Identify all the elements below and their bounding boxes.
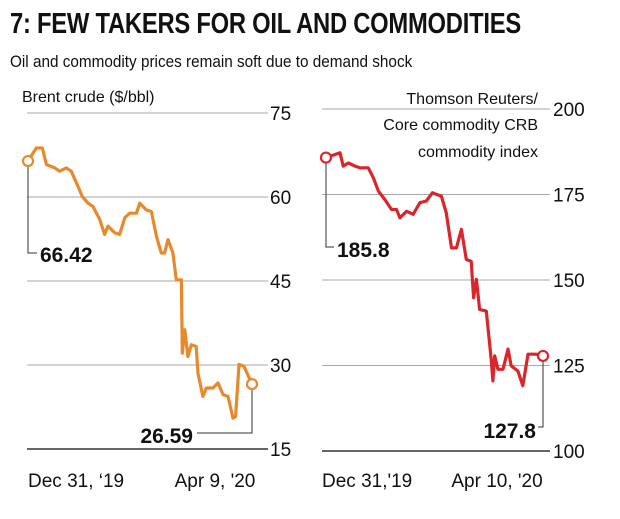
crb-y-tick-label: 150	[553, 271, 585, 292]
crb-y-tick-label: 200	[553, 100, 585, 121]
brent-end-leader	[197, 384, 253, 434]
brent-x-tick-end: Apr 9, '20	[175, 471, 256, 492]
crb-end-leader	[538, 355, 544, 428]
brent-start-label: 66.42	[40, 244, 93, 267]
brent-y-tick-label: 45	[270, 272, 291, 293]
chart-subtitle: Oil and commodity prices remain soft due…	[10, 52, 413, 71]
crb-y-tick-label: 125	[553, 357, 585, 378]
brent-series-line	[26, 146, 254, 420]
crb-y-tick-label: 175	[553, 186, 585, 207]
crb-end-label: 127.8	[483, 420, 536, 443]
brent-y-tick-label: 60	[270, 188, 291, 209]
brent-end-marker	[245, 377, 259, 391]
crb-title-line-1: Thomson Reuters/	[406, 91, 538, 108]
crb-start-label: 185.8	[337, 239, 390, 262]
crb-x-tick-end: Apr 10, '20	[451, 471, 542, 492]
crb-y-tick-label: 100	[553, 442, 585, 463]
crb-start-leader	[325, 157, 334, 248]
crb-title-line-3: commodity index	[418, 144, 538, 161]
crb-end-marker	[536, 349, 550, 363]
crb-series-line	[325, 151, 544, 388]
brent-x-tick-start: Dec 31, ‘19	[28, 471, 124, 492]
brent-start-marker	[21, 154, 35, 168]
brent-y-tick-label: 30	[270, 356, 291, 377]
brent-y-tick-label: 75	[270, 104, 291, 125]
brent-end-label: 26.59	[140, 425, 193, 448]
crb-title-line-2: Core commodity CRB	[383, 117, 538, 134]
crb-start-marker	[319, 151, 333, 164]
brent-start-leader	[27, 161, 37, 254]
brent-y-tick-label: 15	[270, 440, 291, 461]
crb-x-tick-start: Dec 31,'19	[322, 471, 412, 492]
chart-title: 7: FEW TAKERS FOR OIL AND COMMODITIES	[10, 8, 521, 40]
brent-chart-title: Brent crude ($/bbl)	[22, 89, 155, 106]
